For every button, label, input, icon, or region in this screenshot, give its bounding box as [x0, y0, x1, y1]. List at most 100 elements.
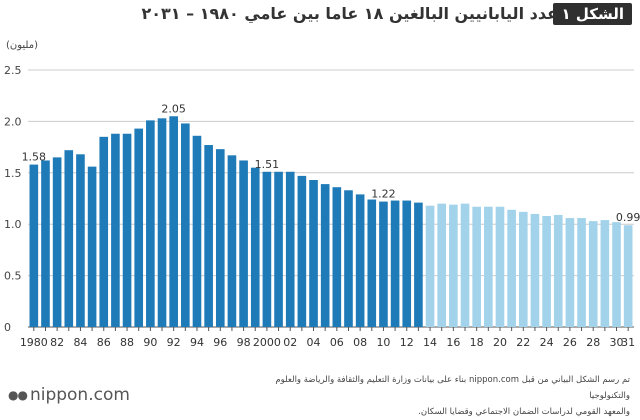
x-tick-label: 86 [97, 336, 111, 349]
x-tick-label: 22 [516, 336, 530, 349]
logo-dots-icon: ●● [8, 388, 28, 402]
x-tick-label: 14 [423, 336, 437, 349]
projected-bar [623, 225, 633, 327]
data-label: 2.05 [161, 102, 186, 115]
actual-bar [204, 145, 213, 327]
actual-bar [215, 149, 225, 327]
x-tick-label: 30 [610, 336, 624, 349]
x-tick-label: 10 [376, 336, 390, 349]
projected-bar [588, 221, 598, 327]
y-axis-unit-label: (مليون) [6, 40, 38, 51]
actual-bar [332, 187, 342, 327]
x-tick-label: 16 [446, 336, 460, 349]
data-label: 1.22 [371, 188, 396, 201]
x-tick-label: 82 [50, 336, 64, 349]
y-tick-label: 0 [4, 321, 11, 334]
x-tick-label: 06 [330, 336, 344, 349]
actual-bar [379, 201, 388, 327]
y-tick-label: 2.5 [4, 64, 22, 77]
actual-bar [320, 184, 330, 327]
actual-bar [29, 164, 39, 327]
actual-bar [344, 190, 353, 327]
actual-bar [64, 150, 74, 327]
actual-bar [367, 199, 377, 327]
chart-title: عدد اليابانيين البالغين ١٨ عاما بين عامي… [141, 4, 558, 23]
actual-bar [250, 167, 260, 327]
data-label: 1.58 [22, 151, 47, 164]
x-tick-label: 18 [470, 336, 484, 349]
projected-bar [612, 222, 621, 327]
actual-bar [76, 154, 85, 327]
actual-bar [309, 179, 318, 327]
projected-bar [437, 203, 447, 327]
actual-bar [355, 194, 365, 327]
x-tick-label: 26 [563, 336, 577, 349]
actual-bar [87, 166, 97, 327]
actual-bar [99, 136, 109, 327]
source-note-line-1: تم رسم الشكل البياني من قبل nippon.com ب… [275, 375, 630, 401]
actual-bar [134, 128, 144, 327]
x-tick-label: 04 [307, 336, 321, 349]
y-tick-label: 2.0 [4, 115, 22, 128]
actual-bar [41, 160, 50, 327]
actual-bar [122, 133, 132, 327]
actual-bar [111, 133, 120, 327]
projected-bar [472, 206, 481, 327]
actual-bar [274, 171, 283, 327]
nippon-logo: ●● nippon.com [8, 385, 130, 405]
x-tick-label: 1980 [20, 336, 48, 349]
source-note-line-2: والمعهد القومي لدراسات الضمان الاجتماعي … [418, 407, 630, 417]
actual-bar [192, 135, 202, 327]
logo-text: nippon.com [29, 385, 130, 405]
projected-bar [600, 220, 610, 327]
actual-bar [157, 118, 167, 327]
projected-bar [495, 206, 505, 327]
x-tick-label: 94 [190, 336, 204, 349]
actual-bar [390, 200, 400, 327]
actual-bar [52, 157, 62, 327]
data-label: 0.99 [616, 211, 640, 224]
actual-bar [239, 160, 248, 327]
x-tick-label: 08 [353, 336, 367, 349]
actual-bar [169, 116, 178, 327]
actual-bar [414, 202, 423, 327]
actual-bar [297, 175, 307, 327]
projected-bar [542, 215, 551, 327]
projected-bar [507, 209, 516, 327]
x-tick-label: 2000 [253, 336, 281, 349]
x-tick-label: 98 [237, 336, 251, 349]
projected-bar [449, 204, 458, 327]
actual-bar [227, 155, 237, 327]
figure-label: الشكل ١ [553, 3, 632, 25]
x-tick-label: 12 [400, 336, 414, 349]
projected-bar [484, 206, 493, 327]
x-tick-label: 88 [120, 336, 134, 349]
actual-bar [285, 171, 295, 327]
projected-bar [577, 218, 586, 327]
actual-bar [181, 123, 190, 328]
projected-bar [518, 211, 528, 327]
projected-bar [425, 205, 435, 327]
x-tick-label: 96 [213, 336, 227, 349]
x-tick-label: 28 [586, 336, 600, 349]
source-note: تم رسم الشكل البياني من قبل nippon.com ب… [250, 372, 630, 420]
projected-bar [530, 213, 540, 327]
actual-bar [262, 171, 272, 327]
projected-bar [553, 214, 563, 327]
x-tick-label: 90 [143, 336, 157, 349]
data-label: 1.51 [255, 158, 280, 171]
x-tick-label: 84 [73, 336, 87, 349]
x-tick-label: 24 [540, 336, 554, 349]
x-tick-label: 20 [493, 336, 507, 349]
header: الشكل ١ عدد اليابانيين البالغين ١٨ عاما … [0, 0, 640, 28]
x-tick-label: 31 [621, 336, 635, 349]
x-tick-label: 02 [283, 336, 297, 349]
y-tick-label: 0.5 [4, 270, 22, 283]
y-tick-label: 1.5 [4, 167, 22, 180]
projected-bar [460, 203, 470, 327]
actual-bar [402, 200, 412, 327]
y-tick-label: 1.0 [4, 218, 22, 231]
x-tick-label: 92 [167, 336, 181, 349]
actual-bar [146, 120, 155, 327]
